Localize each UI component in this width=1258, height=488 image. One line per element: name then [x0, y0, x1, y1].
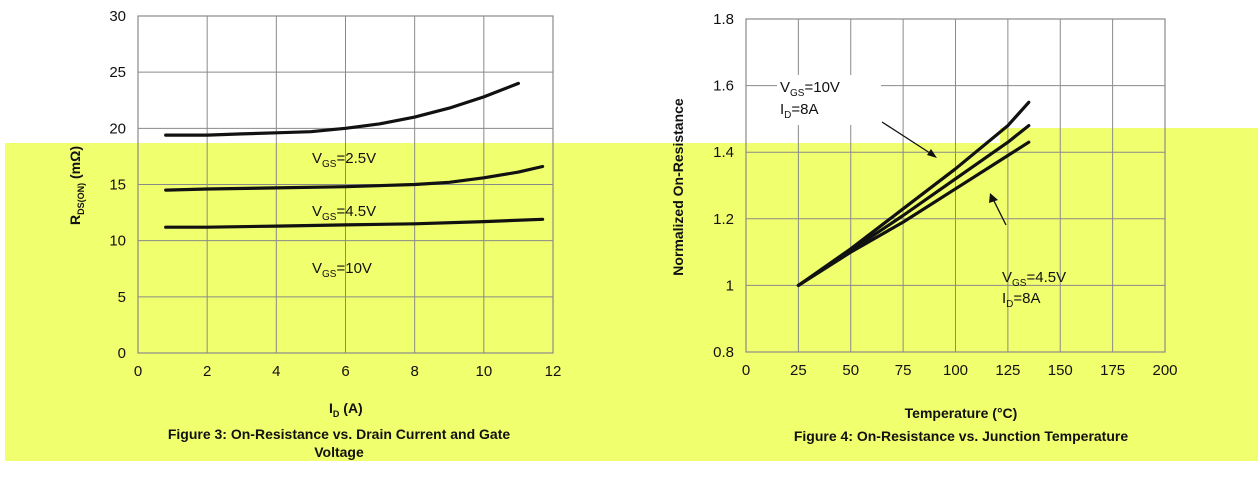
x-tick-label: 50 — [842, 362, 859, 379]
x-tick-label: 0 — [134, 363, 142, 380]
x-tick-label: 75 — [895, 362, 912, 379]
annotation-arrow-10v — [881, 121, 934, 156]
y-tick-label: 1 — [726, 277, 734, 294]
annotation-vgs-4-5v: VGS=4.5V — [312, 203, 376, 223]
figure-3-x-tick-labels: 0 2 4 6 8 10 12 — [134, 363, 562, 380]
y-tick-label: 20 — [109, 120, 126, 137]
annotation-box-10v — [777, 75, 881, 125]
annotation-vgs-10v: VGS=10V — [312, 260, 372, 280]
figure-4-x-axis-title: Temperature (°C) — [905, 405, 1018, 421]
x-tick-label: 12 — [545, 363, 562, 380]
x-tick-label: 100 — [943, 362, 968, 379]
annotation-arrow-4-5v — [992, 198, 1007, 226]
series-line-4-2 — [796, 140, 1031, 287]
annotation-arrowhead-10v — [927, 149, 937, 158]
figure-4-x-tick-labels: 0 25 50 75 100 125 150 175 200 — [742, 362, 1178, 379]
series-line-3-0 — [164, 81, 521, 137]
figure-3-x-axis-title: ID (A) — [329, 400, 363, 419]
y-tick-label: 1.6 — [713, 78, 734, 95]
y-tick-label: 1.2 — [713, 211, 734, 228]
y-tick-label: 30 — [109, 8, 126, 25]
x-tick-label: 8 — [410, 363, 418, 380]
x-tick-label: 150 — [1048, 362, 1073, 379]
x-tick-label: 4 — [272, 363, 280, 380]
figure-3-y-axis-title: RDS(ON) (mΩ) — [67, 146, 86, 225]
annotation-vgs-2-5v: VGS=2.5V — [312, 150, 376, 170]
series-line-3-1 — [164, 164, 545, 192]
series-line-3-2 — [164, 217, 545, 229]
y-tick-label: 1.8 — [713, 11, 734, 28]
annotation-arrowhead-4-5v — [989, 193, 998, 203]
y-tick-label: 0 — [118, 345, 126, 362]
x-tick-label: 200 — [1152, 362, 1177, 379]
figure-4-caption: Figure 4: On-Resistance vs. Junction Tem… — [794, 428, 1128, 444]
annotation-id-8a-line2-10v: ID=8A — [780, 101, 819, 121]
x-tick-label: 6 — [341, 363, 349, 380]
highlight-band-right — [1000, 128, 1258, 146]
x-tick-label: 125 — [995, 362, 1020, 379]
figure-3-grid — [137, 15, 554, 354]
y-tick-label: 0.8 — [713, 344, 734, 361]
x-tick-label: 175 — [1100, 362, 1125, 379]
figure-3: 0 2 4 6 8 10 12 0 5 10 15 20 25 30 VGS=2.5V VGS=4.5V… — [67, 8, 561, 460]
figure-4-y-axis-title: Normalized On-Resistance — [670, 98, 686, 276]
figure-4-series — [796, 100, 1031, 287]
figure-3-y-tick-labels: 0 5 10 15 20 25 30 — [109, 8, 126, 362]
y-tick-label: 5 — [118, 289, 126, 306]
x-tick-label: 0 — [742, 362, 750, 379]
annotation-id-8a-line2-4-5v: ID=8A — [1002, 290, 1041, 310]
y-tick-label: 10 — [109, 233, 126, 250]
y-tick-label: 1.4 — [713, 144, 734, 161]
x-tick-label: 2 — [203, 363, 211, 380]
figure-3-caption-line-1: Figure 3: On-Resistance vs. Drain Curren… — [168, 426, 511, 442]
figure-4: 0 25 50 75 100 125 150 175 200 0.811.21.41.61.8 … — [670, 11, 1178, 444]
figure-4-y-tick-labels: 0.8 1 1.2 1.4 1.6 1.8 — [713, 11, 734, 361]
figure-3-caption-line-2: Voltage — [314, 444, 364, 460]
x-tick-label: 25 — [790, 362, 807, 379]
y-tick-label: 25 — [109, 64, 126, 81]
figure-3-series — [164, 81, 545, 229]
highlight-band — [5, 143, 1258, 461]
annotation-vgs-10v-line1: VGS=10V — [780, 79, 840, 99]
annotation-vgs-4-5v-line1: VGS=4.5V — [1002, 269, 1066, 289]
x-tick-label: 10 — [475, 363, 492, 380]
y-tick-label: 15 — [109, 177, 126, 194]
